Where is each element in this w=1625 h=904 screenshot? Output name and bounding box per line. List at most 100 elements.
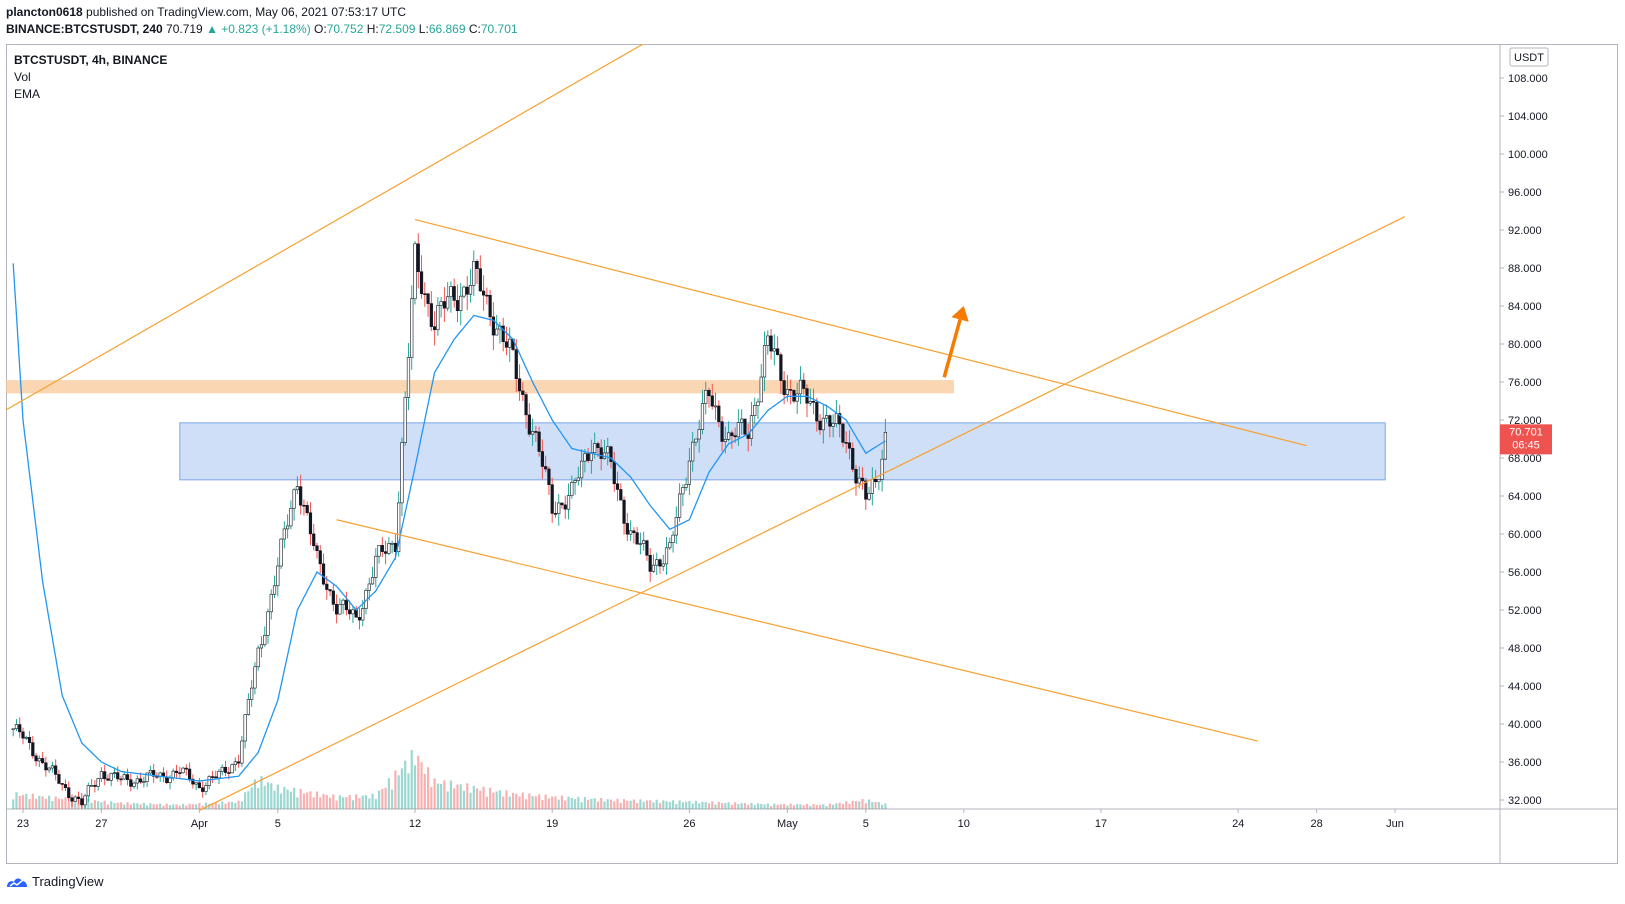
candle-body — [700, 403, 705, 430]
volume-bar — [234, 802, 237, 809]
volume-bar — [61, 798, 64, 809]
y-tick-label: 44.000 — [1508, 681, 1542, 693]
x-tick-label: 24 — [1232, 818, 1244, 830]
volume-bar — [175, 804, 178, 809]
x-tick-label: 5 — [863, 818, 869, 830]
trendlines-layer[interactable] — [3, 33, 1406, 811]
candle-body — [289, 507, 293, 527]
volume-bar — [776, 804, 779, 809]
candle-body — [625, 523, 629, 535]
volume-bar — [149, 803, 152, 809]
candle-body — [563, 504, 567, 510]
candle-body — [348, 609, 352, 615]
trendline-3[interactable] — [336, 519, 1258, 742]
volume-bar — [671, 800, 675, 809]
legend-ema[interactable]: EMA — [14, 87, 41, 101]
legend-volume[interactable]: Vol — [14, 70, 31, 84]
arrow-annotation[interactable] — [942, 306, 969, 378]
volume-bar — [97, 801, 100, 809]
currency-button[interactable] — [1509, 47, 1549, 67]
candle-body — [668, 542, 672, 549]
volume-bar — [178, 805, 181, 809]
candle-body — [14, 724, 19, 730]
volume-bar — [67, 802, 70, 809]
volume-bar — [299, 788, 302, 809]
candle-body — [142, 781, 146, 783]
candle-body — [103, 771, 107, 780]
trendline-2[interactable] — [414, 218, 1307, 447]
volume-bar — [237, 800, 240, 809]
price-axis[interactable]: 108.000 104.000 100.000 96.000 92.000 88.000 8… — [1500, 73, 1548, 807]
volume-bar — [136, 803, 139, 809]
candle-body — [759, 376, 763, 403]
volume-bar — [129, 804, 132, 809]
volume-bar — [351, 800, 355, 809]
volume-bar — [564, 800, 567, 809]
volume-bar — [456, 784, 459, 809]
volume-bar — [590, 798, 593, 809]
candle-body — [452, 286, 456, 301]
last-price-background — [1500, 424, 1552, 455]
candle-body — [400, 442, 404, 504]
volume-bar — [547, 798, 551, 809]
volume-bar — [146, 805, 149, 809]
candle-body — [821, 417, 825, 431]
legend-title[interactable]: BTCSTUSDT, 4h, BINANCE — [14, 53, 168, 67]
candle-body — [802, 379, 806, 389]
candle-body — [707, 389, 711, 397]
x-tick-label: May — [777, 818, 798, 830]
candle-body — [841, 423, 845, 443]
candle-body — [720, 421, 724, 442]
footer-brand[interactable]: TradingView — [32, 874, 104, 889]
volume-bar — [570, 797, 573, 809]
trendline-4[interactable] — [199, 216, 1406, 811]
volume-bar — [668, 801, 671, 809]
candle-body — [524, 394, 528, 416]
volume-bar — [472, 785, 475, 809]
candle-body — [864, 480, 868, 500]
resistance-zone[interactable] — [3, 380, 954, 394]
candle-body — [60, 783, 64, 785]
candle-body — [237, 761, 241, 764]
volume-bar — [325, 794, 328, 809]
volume-bar — [185, 805, 188, 809]
candle-body — [357, 616, 362, 621]
candle-body — [299, 486, 303, 506]
volume-bar — [368, 798, 371, 809]
candle-body — [553, 513, 558, 515]
chart-container[interactable]: 108.000 104.000 100.000 96.000 92.000 88.000 8… — [3, 33, 1618, 864]
candle-body — [557, 502, 561, 515]
volume-bar — [825, 806, 828, 809]
volume-bar — [573, 799, 577, 809]
candle-body — [596, 443, 600, 448]
candle-body — [733, 435, 737, 438]
volume-bar — [884, 803, 887, 809]
candle-body — [439, 301, 443, 306]
volume-bar — [371, 793, 374, 809]
volume-bar — [139, 804, 142, 809]
volume-bar — [854, 801, 858, 809]
candle-body — [583, 453, 587, 462]
volume-bar — [835, 803, 838, 809]
support-zone[interactable] — [179, 422, 1386, 481]
candle-body — [227, 772, 231, 774]
publisher-name[interactable]: plancton0618 — [6, 5, 83, 19]
candle-body — [197, 782, 202, 789]
volume-bar — [328, 797, 332, 809]
trendline-1[interactable] — [3, 33, 661, 412]
candle-body — [152, 770, 156, 777]
candle-body — [109, 772, 113, 781]
candle-body — [762, 345, 767, 378]
volume-bar — [132, 802, 136, 809]
volume-bar — [12, 799, 15, 809]
candle-body — [599, 447, 603, 459]
candle-body — [851, 447, 855, 470]
candle-body — [191, 778, 195, 785]
candle-body — [521, 390, 525, 395]
volume-bar — [253, 779, 257, 809]
time-axis[interactable]: 23 27 Apr 5 12 19 26 May 5 10 17 24 28 Jun — [17, 809, 1404, 830]
price-chart[interactable]: 108.000 104.000 100.000 96.000 92.000 88.000 8… — [3, 33, 1618, 864]
candle-body — [677, 493, 682, 518]
chart-legend: BTCSTUSDT, 4h, BINANCE Vol EMA — [14, 52, 167, 103]
volume-bar — [240, 801, 243, 809]
